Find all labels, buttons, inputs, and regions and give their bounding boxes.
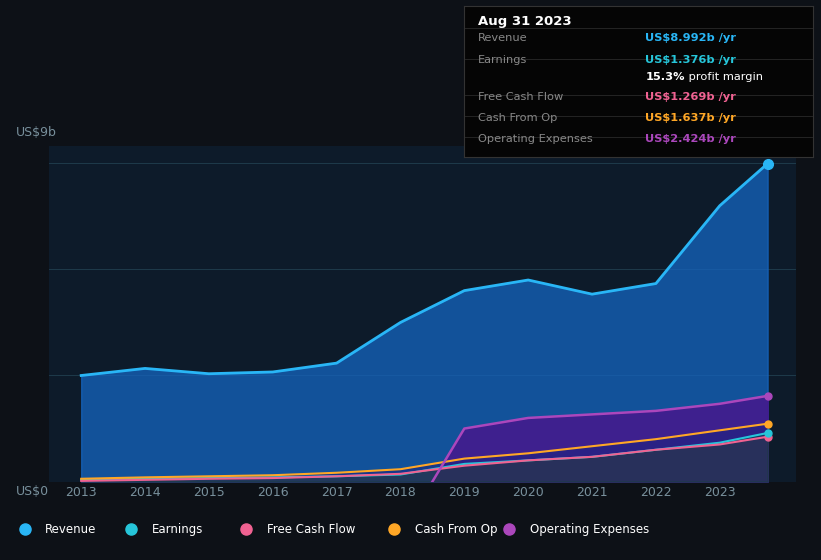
Text: Operating Expenses: Operating Expenses <box>478 134 593 144</box>
Text: profit margin: profit margin <box>686 72 764 82</box>
Text: Revenue: Revenue <box>478 33 527 43</box>
Text: Cash From Op: Cash From Op <box>478 113 557 123</box>
Text: 15.3%: 15.3% <box>645 72 685 82</box>
Text: US$1.269b /yr: US$1.269b /yr <box>645 92 736 102</box>
Text: Earnings: Earnings <box>478 55 527 66</box>
Text: Free Cash Flow: Free Cash Flow <box>478 92 563 102</box>
Text: Operating Expenses: Operating Expenses <box>530 523 649 536</box>
Text: US$8.992b /yr: US$8.992b /yr <box>645 33 736 43</box>
Text: US$2.424b /yr: US$2.424b /yr <box>645 134 736 144</box>
Text: US$0: US$0 <box>16 485 48 498</box>
Text: US$1.376b /yr: US$1.376b /yr <box>645 55 736 66</box>
Text: Aug 31 2023: Aug 31 2023 <box>478 15 571 27</box>
Text: Revenue: Revenue <box>45 523 97 536</box>
Text: US$9b: US$9b <box>16 126 57 139</box>
Text: Cash From Op: Cash From Op <box>415 523 497 536</box>
Text: Earnings: Earnings <box>152 523 204 536</box>
Text: US$1.637b /yr: US$1.637b /yr <box>645 113 736 123</box>
Text: Free Cash Flow: Free Cash Flow <box>267 523 355 536</box>
